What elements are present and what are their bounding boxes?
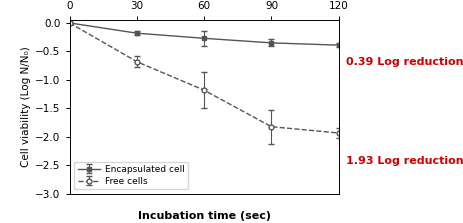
Text: 0.39 Log reduction: 0.39 Log reduction xyxy=(345,58,462,67)
Text: Incubation time (sec): Incubation time (sec) xyxy=(138,211,270,221)
Y-axis label: Cell viability (Log N/N₀): Cell viability (Log N/N₀) xyxy=(21,47,31,167)
Legend: Encapsulated cell, Free cells: Encapsulated cell, Free cells xyxy=(74,162,188,190)
Text: 1.93 Log reduction: 1.93 Log reduction xyxy=(345,156,463,165)
